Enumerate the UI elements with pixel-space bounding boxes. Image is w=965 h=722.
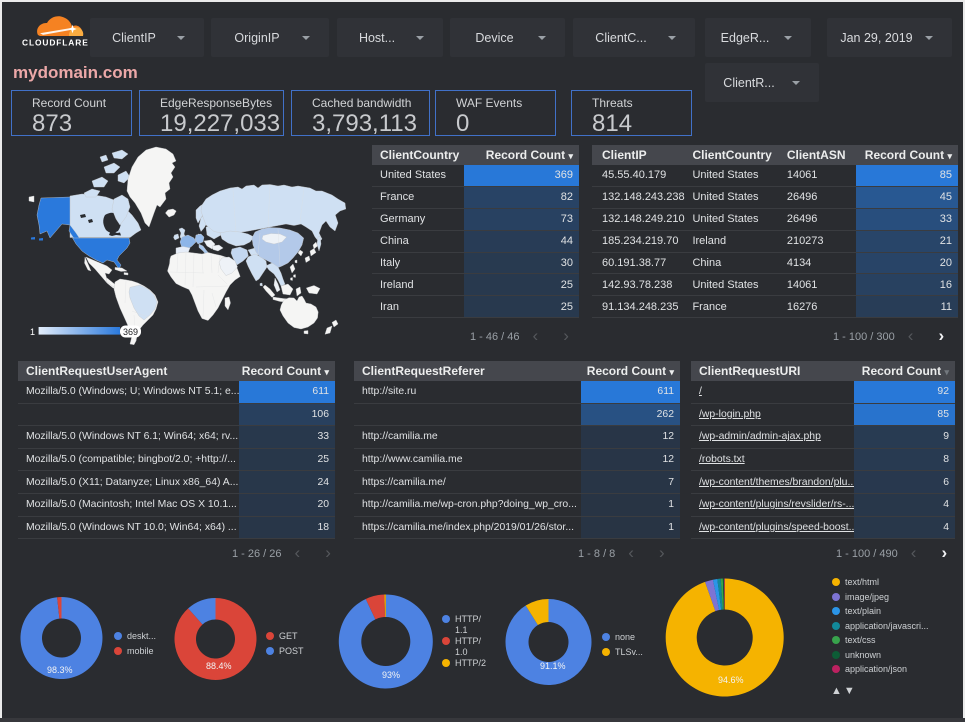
svg-text:1: 1 <box>30 327 35 337</box>
svg-text:CLOUDFLARE: CLOUDFLARE <box>22 38 89 48</box>
svg-text:369: 369 <box>123 327 138 337</box>
